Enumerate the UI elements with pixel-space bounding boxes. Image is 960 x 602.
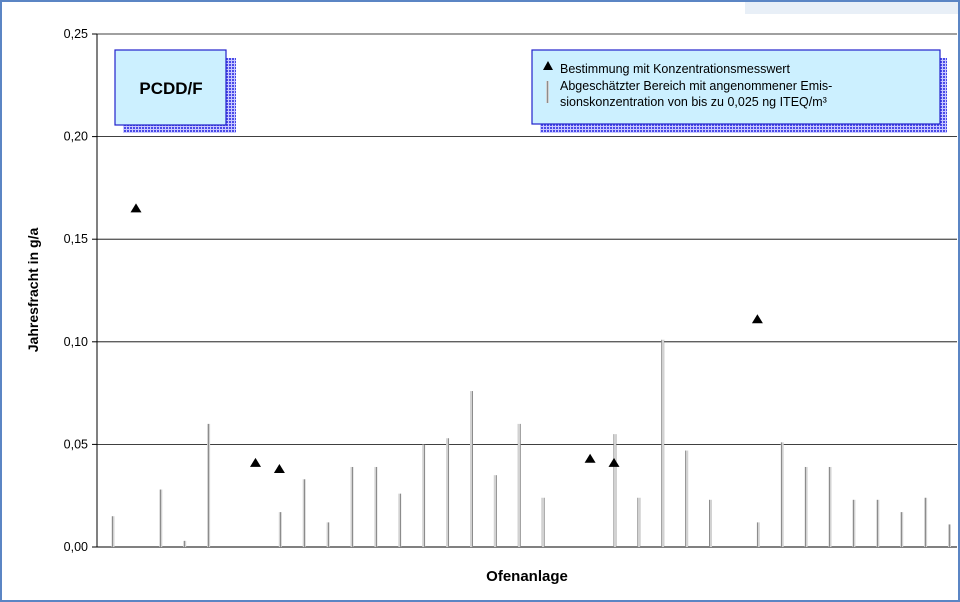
range-bar: [517, 423, 521, 547]
legend-face: [531, 49, 941, 125]
range-bar: [159, 489, 163, 547]
range-bar: [924, 497, 928, 547]
range-bar: [398, 493, 402, 547]
legend-range-icon: [546, 81, 549, 103]
top-right-tab: [745, 2, 958, 14]
legend-triangle-icon: [543, 61, 553, 70]
legend-range-label-1: Abgeschätzter Bereich mit angenommener E…: [560, 79, 832, 93]
y-tick-label: 0,00: [64, 540, 88, 554]
measured-marker: [751, 314, 763, 324]
range-bar: [637, 497, 641, 547]
legend: Bestimmung mit Konzentrationsmesswert Ab…: [531, 49, 947, 133]
range-bar: [493, 475, 497, 547]
range-bar: [756, 522, 760, 547]
y-tick-label: 0,25: [64, 27, 88, 41]
range-bar: [852, 499, 856, 547]
range-bar: [446, 438, 450, 547]
chart-title: PCDD/F: [139, 79, 202, 98]
measured-marker: [273, 464, 285, 474]
y-tick-label: 0,10: [64, 335, 88, 349]
y-axis-title: Jahresfracht in g/a: [25, 228, 41, 353]
range-bar: [828, 466, 832, 547]
y-tick-label: 0,20: [64, 130, 88, 144]
x-axis-title: Ofenanlage: [486, 568, 568, 585]
range-bar: [470, 391, 473, 547]
measured-marker: [250, 457, 261, 467]
title-box-face: [114, 49, 227, 126]
range-bar: [948, 524, 951, 547]
range-bar: [661, 339, 665, 547]
title-box: PCDD/F: [114, 49, 236, 133]
range-bar: [302, 479, 306, 547]
range-bar: [876, 499, 880, 547]
range-series: [111, 339, 951, 547]
measured-marker: [608, 457, 620, 467]
range-bar: [685, 450, 689, 547]
range-bar: [350, 466, 354, 547]
range-bar: [541, 497, 545, 547]
range-bar: [780, 442, 784, 547]
range-bar: [183, 540, 187, 547]
range-bar: [278, 512, 282, 547]
measured-marker: [130, 203, 142, 213]
gridlines: [92, 33, 957, 548]
range-bar: [804, 466, 808, 547]
range-bar: [207, 423, 211, 547]
y-tick-label: 0,15: [64, 232, 88, 246]
measured-series: [130, 203, 763, 474]
range-bar: [111, 516, 115, 547]
legend-range-label-2: sionskonzentration von bis zu 0,025 ng I…: [560, 95, 827, 109]
y-tick-labels: 0,00 0,05 0,10 0,15 0,20 0,25: [64, 27, 88, 554]
range-bar: [900, 512, 904, 547]
range-bar: [613, 434, 617, 547]
range-bar: [422, 444, 426, 547]
legend-marker-label: Bestimmung mit Konzentrationsmesswert: [560, 62, 790, 76]
range-bar: [326, 522, 330, 547]
measured-marker: [584, 453, 596, 463]
range-bar: [709, 499, 712, 547]
y-tick-label: 0,05: [64, 437, 88, 451]
range-bar: [374, 466, 378, 547]
